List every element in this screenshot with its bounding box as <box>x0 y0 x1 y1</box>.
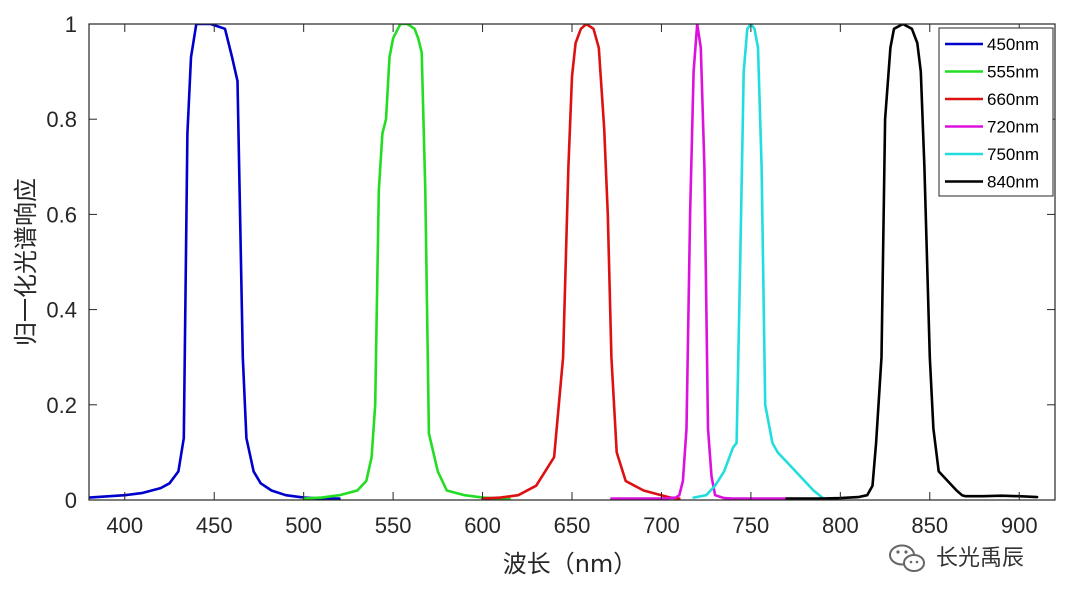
y-tick-label: 0.8 <box>46 107 77 132</box>
x-tick-label: 550 <box>375 513 412 538</box>
y-axis-title: 归一化光谱响应 <box>12 178 40 346</box>
y-tick-label: 0.2 <box>46 393 77 418</box>
legend-box <box>938 27 1054 197</box>
legend-label-660nm: 660nm <box>987 90 1039 109</box>
series-line-660nm <box>481 24 681 500</box>
legend-label-450nm: 450nm <box>987 35 1039 54</box>
watermark-text: 长光禹辰 <box>936 546 1024 571</box>
x-tick-label: 700 <box>643 513 680 538</box>
y-axis: 0 0.2 0.4 0.6 0.8 1 <box>46 12 1055 513</box>
y-tick-label: 1 <box>65 12 77 37</box>
series-line-450nm <box>89 24 341 500</box>
series-line-720nm <box>610 24 789 500</box>
x-tick-label: 900 <box>1001 513 1038 538</box>
legend-label-750nm: 750nm <box>987 145 1039 164</box>
wechat-icon <box>889 544 925 572</box>
x-tick-label: 600 <box>464 513 501 538</box>
x-axis-title: 波长（nm） <box>503 550 638 578</box>
y-tick-label: 0.6 <box>46 202 77 227</box>
y-tick-label: 0.4 <box>46 298 77 323</box>
x-tick-label: 450 <box>196 513 233 538</box>
series-line-555nm <box>302 24 511 500</box>
series-line-840nm <box>785 24 1039 500</box>
legend-label-840nm: 840nm <box>987 173 1039 192</box>
y-tick-label: 0 <box>65 488 77 513</box>
x-tick-label: 650 <box>554 513 591 538</box>
legend-label-555nm: 555nm <box>987 63 1039 82</box>
x-tick-label: 800 <box>822 513 859 538</box>
legend: 450nm 555nm 660nm 720nm 750nm 840nm <box>938 27 1054 197</box>
series-line-750nm <box>692 24 824 499</box>
x-tick-label: 750 <box>733 513 770 538</box>
series-layer <box>89 24 1039 500</box>
x-tick-label: 400 <box>106 513 143 538</box>
x-axis: 400 450 500 550 600 650 700 750 800 850 900 <box>106 24 1038 538</box>
legend-label-720nm: 720nm <box>987 118 1039 137</box>
x-tick-label: 500 <box>285 513 322 538</box>
watermark: 长光禹辰 <box>889 544 1024 572</box>
x-tick-label: 850 <box>911 513 948 538</box>
